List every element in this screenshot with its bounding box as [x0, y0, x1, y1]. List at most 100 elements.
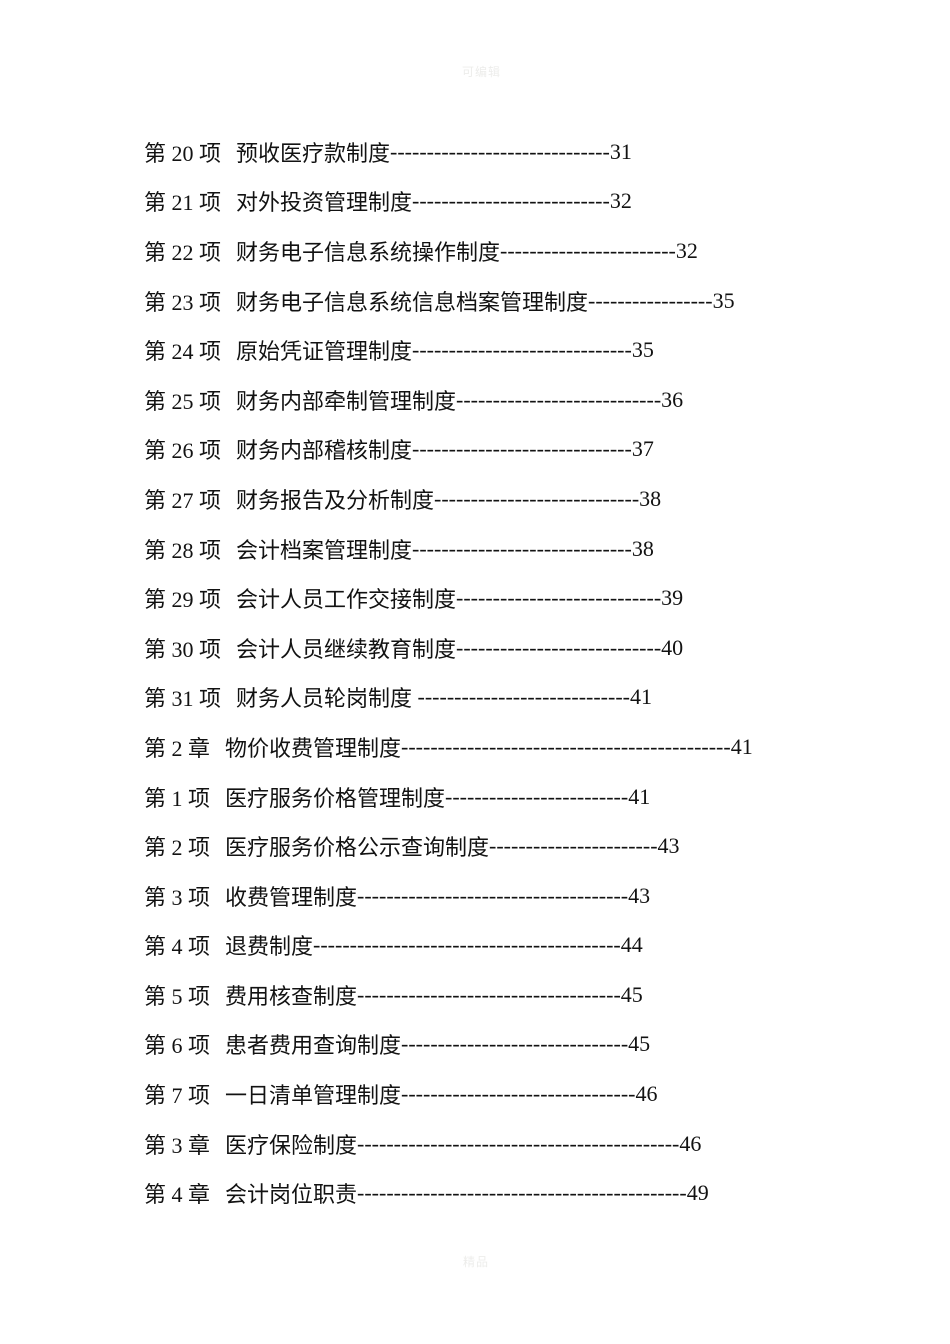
- toc-entry-number: 第 30 项: [144, 636, 222, 662]
- toc-entry[interactable]: 第 23 项财务电子信息系统信息档案管理制度 ----------------- 3…: [144, 276, 844, 326]
- toc-leader: -------------------------------: [401, 1031, 629, 1057]
- toc-leader: ----------------------------------------…: [357, 1130, 680, 1156]
- toc-entry-number: 第 5 项: [144, 983, 211, 1009]
- toc-page-number: 45: [628, 1031, 651, 1057]
- toc-page-number: 36: [661, 386, 684, 412]
- toc-leader: ----------------------------------------…: [357, 1180, 687, 1206]
- toc-entry-number: 第 1 项: [144, 785, 211, 811]
- toc-entry[interactable]: 第 4 章会计岗位职责 -----------------------------…: [144, 1168, 844, 1218]
- toc-entry-number: 第 24 项: [144, 339, 222, 365]
- toc-entry-number: 第 3 项: [144, 884, 211, 910]
- toc-page-number: 32: [675, 237, 698, 263]
- toc-page-number: 35: [631, 337, 654, 363]
- toc-entry[interactable]: 第 7 项一日清单管理制度 ---------------------------…: [144, 1069, 844, 1119]
- toc-entry[interactable]: 第 29 项会计人员工作交接制度 ------------------------…: [144, 573, 844, 623]
- toc-entry[interactable]: 第 2 项医疗服务价格公示查询制度 -----------------------…: [144, 821, 844, 871]
- toc-entry-title: 一日清单管理制度: [225, 1083, 402, 1109]
- toc-page-number: 41: [628, 783, 651, 809]
- toc-entry-title: 医疗服务价格管理制度: [225, 785, 446, 811]
- toc-entry-number: 第 21 项: [144, 190, 222, 216]
- toc-entry-number: 第 26 项: [144, 438, 222, 464]
- toc-entry-title: 财务电子信息系统操作制度: [236, 239, 501, 265]
- toc-leader: ----------------------------------------…: [313, 932, 621, 958]
- toc-leader: ------------------------------: [412, 436, 632, 462]
- toc-leader: ----------------------------: [456, 585, 662, 611]
- toc-entry-number: 第 3 章: [144, 1132, 211, 1158]
- toc-entry-number: 第 28 项: [144, 537, 222, 563]
- table-of-contents: 第 20 项预收医疗款制度 ---------------------------…: [144, 127, 844, 1218]
- toc-entry-number: 第 20 项: [144, 140, 222, 166]
- toc-page-number: 49: [686, 1180, 709, 1206]
- toc-entry-number: 第 23 项: [144, 289, 222, 315]
- toc-entry[interactable]: 第 30 项会计人员继续教育制度 ------------------------…: [144, 623, 844, 673]
- toc-entry-number: 第 22 项: [144, 239, 222, 265]
- toc-entry[interactable]: 第 2 章物价收费管理制度 ---------------------------…: [144, 722, 844, 772]
- toc-entry-title: 财务内部牵制管理制度: [236, 388, 457, 414]
- watermark-quality: 精品: [463, 1255, 490, 1269]
- toc-entry[interactable]: 第 21 项对外投资管理制度 --------------------------…: [144, 177, 844, 227]
- toc-entry[interactable]: 第 24 项原始凭证管理制度 --------------------------…: [144, 325, 844, 375]
- toc-leader: ----------------------------: [456, 634, 662, 660]
- toc-entry-number: 第 25 项: [144, 388, 222, 414]
- toc-entry[interactable]: 第 22 项财务电子信息系统操作制度 ----------------------…: [144, 226, 844, 276]
- toc-entry-title: 财务报告及分析制度: [236, 487, 435, 513]
- toc-entry-number: 第 2 章: [144, 735, 211, 761]
- toc-leader: ---------------------------: [412, 188, 610, 214]
- toc-page-number: 43: [657, 833, 680, 859]
- toc-page-number: 45: [620, 981, 643, 1007]
- toc-leader: -----------------: [588, 287, 713, 313]
- toc-entry[interactable]: 第 25 项财务内部牵制管理制度 ------------------------…: [144, 375, 844, 425]
- toc-entry[interactable]: 第 5 项费用核查制度 -----------------------------…: [144, 970, 844, 1020]
- toc-leader: --------------------------------: [401, 1081, 636, 1107]
- toc-entry-title: 对外投资管理制度: [236, 190, 413, 216]
- toc-entry[interactable]: 第 28 项会计档案管理制度 --------------------------…: [144, 524, 844, 574]
- toc-page-number: 41: [730, 733, 753, 759]
- toc-entry[interactable]: 第 1 项医疗服务价格管理制度 -------------------------…: [144, 772, 844, 822]
- toc-entry-number: 第 6 项: [144, 1033, 211, 1059]
- toc-entry[interactable]: 第 4 项退费制度 -------------------------------…: [144, 921, 844, 971]
- toc-entry-title: 财务内部稽核制度: [236, 438, 413, 464]
- toc-leader: ----------------------------: [456, 386, 662, 412]
- toc-entry[interactable]: 第 6 项患者费用查询制度 ---------------------------…: [144, 1020, 844, 1070]
- toc-entry-title: 原始凭证管理制度: [236, 339, 413, 365]
- toc-entry[interactable]: 第 20 项预收医疗款制度 ---------------------------…: [144, 127, 844, 177]
- toc-page-number: 43: [628, 882, 651, 908]
- toc-entry-title: 收费管理制度: [225, 884, 358, 910]
- toc-leader: ------------------------: [500, 237, 676, 263]
- toc-entry-title: 会计档案管理制度: [236, 537, 413, 563]
- toc-entry-number: 第 29 项: [144, 587, 222, 613]
- toc-page-number: 37: [631, 436, 654, 462]
- toc-page-number: 39: [661, 585, 684, 611]
- toc-leader: ------------------------------------: [357, 981, 621, 1007]
- toc-entry-title: 退费制度: [225, 934, 314, 960]
- toc-entry[interactable]: 第 27 项财务报告及分析制度 -------------------------…: [144, 474, 844, 524]
- toc-leader: ------------------------------: [390, 138, 610, 164]
- toc-entry[interactable]: 第 26 项财务内部稽核制度 --------------------------…: [144, 425, 844, 475]
- toc-entry-title: 财务电子信息系统信息档案管理制度: [236, 289, 589, 315]
- toc-leader: ----------------------------: [434, 485, 640, 511]
- toc-page-number: 46: [635, 1081, 658, 1107]
- toc-entry[interactable]: 第 3 项收费管理制度 -----------------------------…: [144, 871, 844, 921]
- toc-entry[interactable]: 第 31 项财务人员轮岗制度 -------------------------…: [144, 673, 844, 723]
- toc-entry[interactable]: 第 3 章医疗保险制度 -----------------------------…: [144, 1119, 844, 1169]
- toc-entry-number: 第 4 章: [144, 1182, 211, 1208]
- toc-leader: -------------------------: [445, 783, 629, 809]
- toc-page-number: 32: [609, 188, 632, 214]
- toc-entry-title: 物价收费管理制度: [225, 735, 402, 761]
- toc-leader: ------------------------------: [412, 535, 632, 561]
- watermark-editable: 可编辑: [462, 65, 502, 79]
- toc-entry-title: 预收医疗款制度: [236, 140, 391, 166]
- toc-page-number: 40: [661, 634, 684, 660]
- toc-leader: -----------------------------: [417, 684, 630, 710]
- toc-entry-title: 医疗服务价格公示查询制度: [225, 835, 490, 861]
- toc-page-number: 38: [631, 535, 654, 561]
- toc-entry-title: 医疗保险制度: [225, 1132, 358, 1158]
- toc-entry-title: 会计人员工作交接制度: [236, 587, 457, 613]
- toc-leader: ------------------------------: [412, 337, 632, 363]
- toc-entry-title: 患者费用查询制度: [225, 1033, 402, 1059]
- toc-entry-number: 第 31 项: [144, 686, 222, 712]
- toc-page-number: 38: [639, 485, 662, 511]
- toc-entry-title: 费用核查制度: [225, 983, 358, 1009]
- toc-page-number: 35: [712, 287, 735, 313]
